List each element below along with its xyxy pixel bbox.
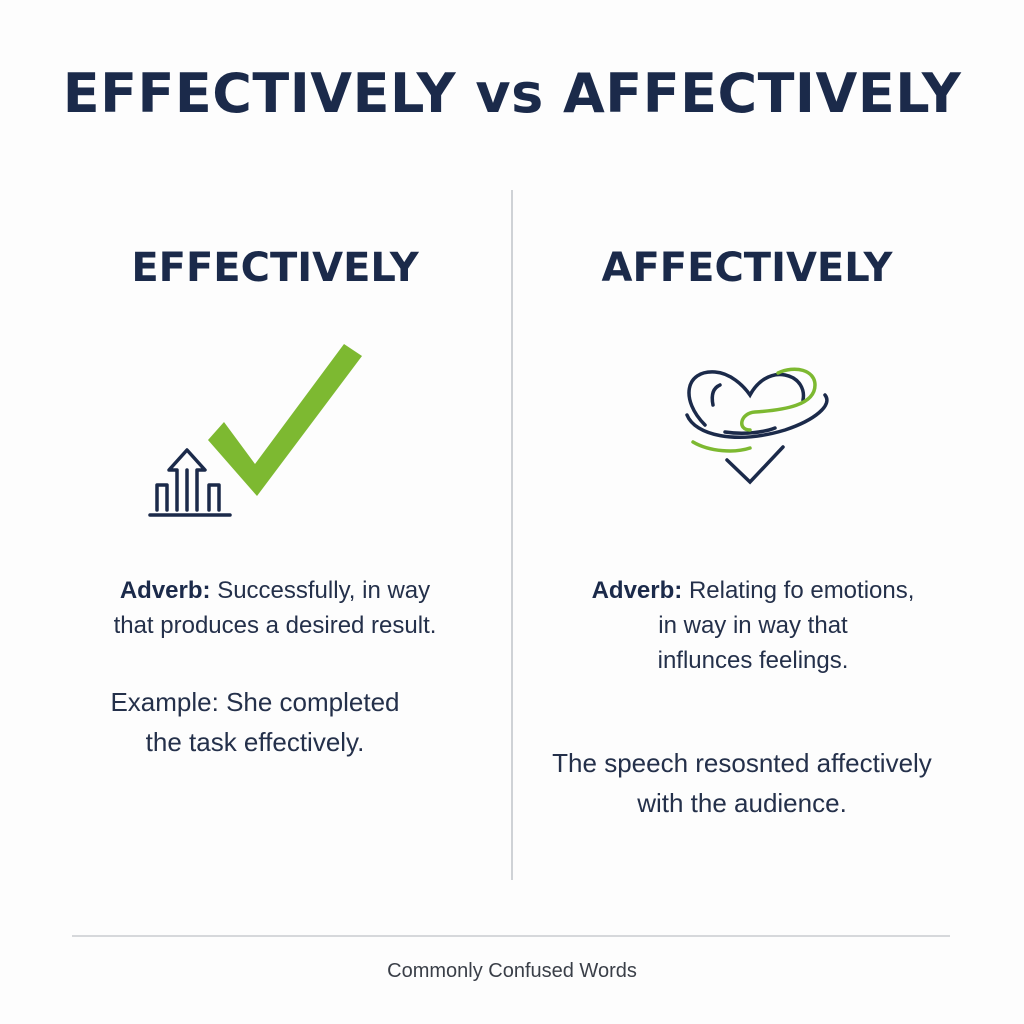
- checkmark-growth-icon: [148, 344, 362, 517]
- left-example: Example: She completed the task effectiv…: [15, 682, 495, 762]
- left-example-line2: the task effectively.: [145, 727, 365, 757]
- left-heading: EFFECTIVELY: [131, 245, 419, 291]
- left-definition: Adverb: Successfully, in way that produc…: [35, 573, 515, 643]
- right-example: The speech resosnted affectively with th…: [502, 743, 982, 823]
- left-example-line1: Example: She completed: [110, 687, 400, 717]
- right-definition-line1: Relating fo emotions,: [688, 577, 915, 604]
- left-definition-line2: that produces a desired result.: [113, 612, 437, 639]
- right-definition: Adverb: Relating fo emotions, in way in …: [513, 573, 993, 678]
- right-example-line1: The speech resosnted affectively: [552, 748, 932, 778]
- right-example-line2: with the audience.: [637, 788, 847, 818]
- rising-arrow-chart-icon: [148, 448, 232, 517]
- page-title: EFFECTIVELY vs AFFECTIVELY: [62, 62, 962, 125]
- left-definition-label: Adverb:: [119, 577, 211, 604]
- right-definition-line3: influnces feelings.: [657, 647, 849, 674]
- right-heading: AFFECTIVELY: [601, 245, 893, 291]
- right-definition-line2: in way in way that: [658, 612, 848, 639]
- left-definition-line1: Successfully, in way: [217, 577, 431, 604]
- right-definition-label: Adverb:: [591, 577, 683, 604]
- heart-swirl-icon: [685, 367, 829, 485]
- footer-divider: [72, 935, 950, 937]
- checkmark-icon: [208, 344, 362, 496]
- footer-caption: Commonly Confused Words: [387, 960, 637, 982]
- vertical-divider: [511, 190, 513, 880]
